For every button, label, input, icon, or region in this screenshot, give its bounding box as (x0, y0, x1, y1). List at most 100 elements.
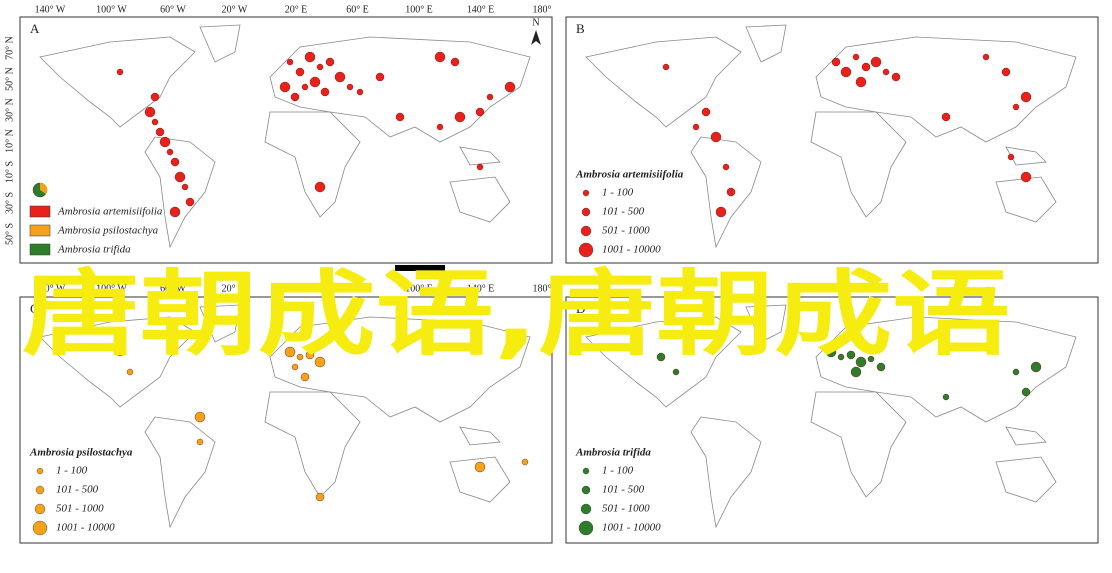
occurrence-point (486, 93, 494, 101)
occurrence-point (474, 461, 486, 473)
latitude-label: 30° N (4, 98, 15, 122)
occurrence-point (852, 53, 860, 61)
occurrence-point (870, 56, 882, 68)
longitude-label: 140° E (467, 283, 495, 294)
longitude-label: 140° W (35, 4, 66, 15)
panel-letter: D (576, 301, 585, 316)
occurrence-point (304, 51, 316, 63)
map-panel: B Ambrosia artemisiifolia 1 - 100 101 - 500… (565, 16, 1099, 264)
occurrence-point (855, 356, 867, 368)
occurrence-point (1001, 67, 1011, 77)
overlay-text: 唐朝成语,唐朝成语 (22, 261, 1010, 368)
longitude-label: 140° W (35, 283, 66, 294)
legend-symbol (35, 485, 45, 495)
occurrence-point (831, 57, 841, 67)
map-panel: D Ambrosia trifida 1 - 100 101 - 500 501 - 1… (565, 296, 1099, 544)
occurrence-point (825, 346, 837, 358)
longitude-label: 180° (533, 283, 552, 294)
occurrence-point (672, 368, 680, 376)
occurrence-point (882, 68, 890, 76)
legend-label: 101 - 500 (602, 206, 645, 218)
legend-label: 101 - 500 (602, 484, 645, 496)
occurrence-point (692, 123, 700, 131)
occurrence-point (375, 72, 385, 82)
north-arrow (531, 30, 541, 45)
occurrence-point (315, 492, 325, 502)
legend-symbol (580, 225, 592, 237)
occurrence-point (301, 83, 309, 91)
legend-label: Ambrosia trifida (57, 244, 131, 256)
occurrence-point (320, 87, 330, 97)
legend-title: Ambrosia artemisiifolia (575, 169, 684, 181)
panel-frame (19, 16, 553, 264)
occurrence-point (309, 76, 321, 88)
longitude-label: 60° E (346, 4, 369, 15)
legend-title: Ambrosia trifida (575, 447, 651, 459)
occurrence-point (855, 76, 867, 88)
occurrence-point (475, 107, 485, 117)
occurrence-point (196, 438, 204, 446)
map-panel: A Ambrosia artemisiifolia Ambrosia psilost… (19, 16, 553, 264)
occurrence-point (942, 393, 950, 401)
occurrence-point (300, 372, 310, 382)
occurrence-point (867, 355, 875, 363)
panel-letter: A (30, 21, 40, 36)
latitude-label: 10° S (4, 161, 15, 183)
occurrence-point (314, 181, 326, 193)
longitude-label: 60° W (160, 283, 186, 294)
occurrence-point (861, 62, 871, 72)
occurrence-point (1020, 171, 1032, 183)
occurrence-point (434, 51, 446, 63)
legend-label: 501 - 1000 (602, 225, 650, 237)
longitude-label: 20° W (222, 4, 248, 15)
occurrence-point (701, 107, 711, 117)
legend-symbol (580, 503, 592, 515)
occurrence-point (284, 346, 296, 358)
occurrence-point (159, 136, 171, 148)
occurrence-point (1012, 368, 1020, 376)
longitude-label: 180° (533, 4, 552, 15)
occurrence-point (504, 81, 516, 93)
occurrence-point (662, 63, 670, 71)
north-label: N (532, 17, 539, 28)
occurrence-point (295, 67, 305, 77)
legend-swatch (29, 205, 51, 218)
occurrence-point (450, 57, 460, 67)
legend-symbol (578, 520, 594, 536)
longitude-label: 100° W (96, 283, 127, 294)
occurrence-point (837, 353, 845, 361)
occurrence-point (279, 81, 291, 93)
occurrence-point (194, 411, 206, 423)
occurrence-point (840, 66, 852, 78)
occurrence-point (356, 88, 364, 96)
legend-label: 1001 - 10000 (56, 522, 115, 534)
occurrence-point (316, 63, 324, 71)
occurrence-point (982, 53, 990, 61)
longitude-label: 20° W (222, 283, 248, 294)
longitude-label: 20° E (285, 283, 308, 294)
longitude-label: 100° W (96, 4, 127, 15)
legend-label: 1001 - 10000 (602, 522, 661, 534)
occurrence-point (941, 112, 951, 122)
legend-swatch (29, 243, 51, 256)
longitude-label: 100° E (405, 4, 433, 15)
legend-symbol (581, 207, 591, 217)
legend-label: 501 - 1000 (56, 503, 104, 515)
latitude-label: 70° N (4, 36, 15, 60)
legend-label: 501 - 1000 (602, 503, 650, 515)
legend-symbol (581, 485, 591, 495)
legend-symbol (34, 503, 46, 515)
occurrence-point (715, 206, 727, 218)
occurrence-point (1030, 361, 1042, 373)
occurrence-point (1020, 91, 1032, 103)
occurrence-point (290, 92, 300, 102)
occurrence-point (116, 68, 124, 76)
occurrence-point (170, 157, 180, 167)
occurrence-point (846, 350, 856, 360)
occurrence-point (115, 347, 125, 357)
occurrence-point (656, 352, 666, 362)
occurrence-point (334, 71, 346, 83)
occurrence-point (291, 363, 299, 371)
legend-label: 1001 - 10000 (602, 244, 661, 256)
legend-symbol (36, 467, 44, 475)
